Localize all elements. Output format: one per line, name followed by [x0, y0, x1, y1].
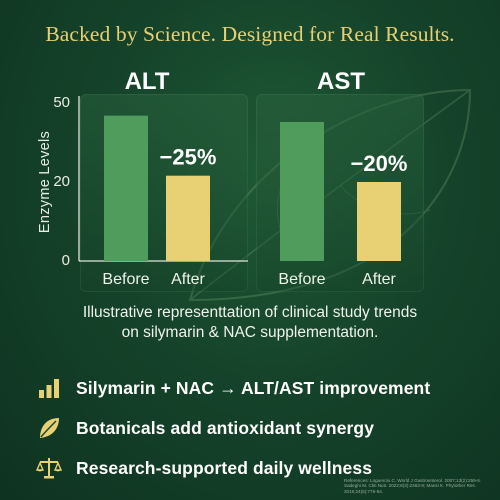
bar-ast-after [357, 182, 401, 261]
headline: Backed by Science. Designed for Real Res… [45, 22, 455, 46]
benefit-item: Botanicals add antioxidant synergy [36, 408, 476, 448]
chart-title-ast: AST [317, 68, 365, 95]
enzyme-charts: Enzyme Levels 50 20 0 ALT AST −25% −20% … [37, 68, 408, 288]
scales-icon [36, 458, 62, 479]
change-label-alt: −25% [160, 145, 217, 170]
benefit-text: Research-supported daily wellness [76, 457, 373, 478]
change-label-ast: −20% [351, 151, 408, 176]
bar-alt-before [104, 115, 148, 261]
category-label: After [362, 271, 396, 288]
category-label: Before [102, 271, 149, 288]
benefit-text: Botanicals add antioxidant synergy [76, 417, 375, 438]
bar-chart-icon [39, 379, 59, 398]
chart-caption: Illustrative representtation of clinical… [0, 303, 500, 343]
caption-line: on silymarin & NAC supplementation. [121, 324, 379, 341]
y-axis-label: Enzyme Levels [37, 131, 53, 233]
y-tick-label: 20 [53, 173, 70, 190]
chart-title-alt: ALT [125, 68, 170, 95]
benefit-text: Silymarin + NAC → ALT/AST improvement [76, 377, 431, 398]
benefit-list: Silymarin + NAC → ALT/AST improvement Bo… [36, 368, 476, 488]
bar-ast-before [280, 121, 324, 262]
benefit-item: Silymarin + NAC → ALT/AST improvement [36, 368, 476, 408]
category-label: Before [278, 271, 325, 288]
y-tick-label: 0 [62, 252, 70, 269]
references-footnote: References: Loguercio C. World J Gastroe… [344, 478, 482, 494]
leaf-icon [40, 418, 59, 438]
category-label: After [171, 271, 205, 288]
benefit-item: Research-supported daily wellness [36, 448, 476, 488]
y-tick-label: 50 [53, 94, 70, 111]
bar-alt-after [166, 175, 210, 261]
caption-line: Illustrative representtation of clinical… [82, 304, 418, 321]
